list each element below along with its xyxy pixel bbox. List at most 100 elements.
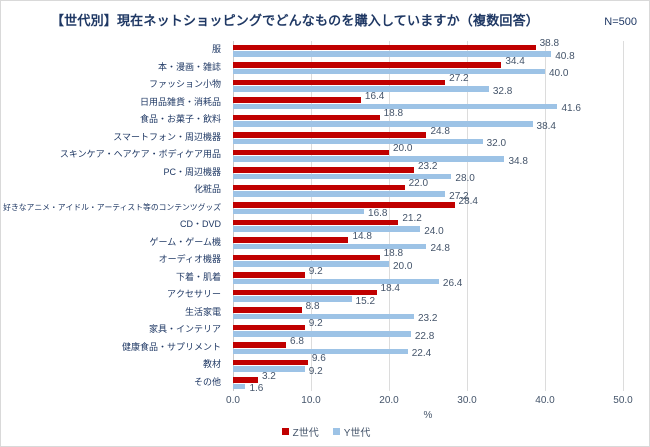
bar-Z世代 — [233, 289, 377, 295]
category-label: 食品・お菓子・飲料 — [139, 114, 221, 124]
bar-Z世代 — [233, 342, 287, 348]
category-label: 好きなアニメ・アイドル・アーティスト等のコンテンツグッズ — [3, 202, 221, 212]
bar-value-Z世代: 9.6 — [311, 353, 326, 364]
category-label: 生活家電 — [184, 306, 221, 317]
sample-size-label: N=500 — [604, 16, 637, 28]
bar-value-Y世代: 38.4 — [536, 120, 556, 132]
bar-Y世代 — [233, 68, 545, 74]
bar-value-Y世代: 15.2 — [355, 295, 376, 307]
bar-Y世代 — [233, 383, 246, 389]
legend-swatch-icon — [281, 428, 289, 435]
bar-Z世代 — [233, 237, 349, 243]
bar-value-Z世代: 18.8 — [383, 248, 404, 259]
bar-value-Y世代: 41.6 — [561, 103, 581, 114]
x-tick-label: 40.0 — [535, 395, 555, 406]
gridline — [389, 41, 390, 391]
bar-value-Y世代: 40.8 — [555, 50, 575, 62]
bar-value-Y世代: 24.8 — [430, 243, 450, 254]
x-tick-label: 20.0 — [379, 395, 399, 406]
bar-Z世代 — [233, 62, 502, 68]
bar-value-Z世代: 3.2 — [261, 370, 276, 382]
bar-value-Y世代: 32.0 — [486, 138, 507, 149]
bar-value-Z世代: 18.8 — [383, 108, 404, 119]
bar-Y世代 — [233, 121, 533, 127]
legend-swatch-icon — [332, 428, 340, 435]
bar-value-Y世代: 28.0 — [455, 173, 475, 184]
bar-value-Y世代: 23.2 — [417, 313, 438, 324]
x-tick-label: 30.0 — [457, 395, 477, 406]
bar-Y世代 — [233, 243, 427, 249]
bar-value-Y世代: 32.8 — [492, 85, 513, 97]
bar-value-Y世代: 20.0 — [393, 260, 413, 272]
plot-area: 38.8 40.8 34.4 40.0 27.2 32.8 16.4 41.6 18.8 38.4… — [233, 38, 624, 394]
category-label: 健康食品・サプリメント — [121, 341, 221, 352]
bar-value-Z世代: 6.8 — [290, 335, 304, 347]
category-label: CD・DVD — [179, 219, 221, 229]
x-axis-title: % — [423, 410, 433, 421]
category-label: PC・周辺機器 — [163, 166, 221, 177]
category-label: 下着・肌着 — [175, 271, 221, 282]
chart-title: 【世代別】現在ネットショッピングでどんなものを購入していますか（複数回答） — [50, 13, 539, 28]
bar-Y世代 — [233, 313, 414, 319]
category-label: 家具・インテリア — [148, 324, 221, 334]
bar-Z世代 — [233, 324, 305, 330]
bar-value-Y世代: 24.0 — [424, 225, 444, 237]
bar-value-Z世代: 38.8 — [539, 38, 560, 49]
category-axis: 服本・漫画・雑誌 ファッション小物 日用品雑貨・消耗品 食品・お菓子・飲料 スマートフォ… — [1, 41, 227, 391]
bar-value-Z世代: 21.2 — [402, 213, 422, 224]
legend: Z世代 Y世代 — [1, 424, 649, 439]
bar-value-Z世代: 28.4 — [458, 195, 478, 207]
bar-value-Z世代: 20.0 — [393, 143, 413, 154]
bar-value-Y世代: 22.4 — [411, 348, 432, 359]
gridline — [233, 41, 234, 391]
legend-label: Z世代 — [292, 428, 319, 439]
bar-value-Z世代: 18.4 — [380, 283, 400, 294]
bar-Z世代 — [233, 79, 446, 85]
bar-value-Z世代: 16.4 — [364, 90, 385, 102]
bar-Z世代 — [233, 359, 308, 365]
bar-value-Y世代: 40.0 — [549, 68, 569, 79]
category-label: スマートフォン・周辺機器 — [113, 131, 221, 142]
category-label: アクセサリー — [166, 289, 221, 299]
bar-value-Z世代: 34.4 — [505, 55, 525, 67]
bar-Y世代 — [233, 51, 552, 57]
bar-value-Z世代: 22.0 — [408, 178, 429, 189]
bar-value-Y世代: 34.8 — [508, 155, 528, 167]
bar-Z世代 — [233, 202, 455, 208]
bar-Z世代 — [233, 254, 380, 260]
bar-Y世代 — [233, 261, 389, 267]
bar-value-Z世代: 23.2 — [417, 160, 438, 172]
bar-Z世代 — [233, 184, 405, 190]
category-label: 服 — [211, 44, 221, 54]
bar-value-Y世代: 9.2 — [308, 365, 323, 377]
bar-Y世代 — [233, 156, 505, 162]
bar-value-Z世代: 8.8 — [305, 300, 320, 312]
bar-value-Y世代: 27.2 — [449, 190, 469, 202]
legend-label: Y世代 — [343, 428, 371, 439]
gridline — [545, 41, 546, 391]
bar-Z世代 — [233, 377, 258, 383]
bar-Z世代 — [233, 219, 399, 225]
bar-Z世代 — [233, 114, 380, 120]
bar-Y世代 — [233, 103, 558, 109]
category-label: 日用品雑貨・消耗品 — [139, 96, 221, 107]
category-label: スキンケア・ヘアケア・ボディケア用品 — [59, 149, 221, 159]
legend-item-Z世代: Z世代 — [281, 424, 319, 439]
x-tick-label: 10.0 — [301, 395, 321, 406]
bar-Y世代 — [233, 86, 489, 92]
gridline — [467, 41, 468, 391]
bar-value-Y世代: 22.8 — [414, 330, 435, 342]
category-label: ファッション小物 — [148, 79, 221, 89]
bar-Z世代 — [233, 97, 361, 103]
bar-value-Y世代: 1.6 — [249, 383, 264, 394]
bar-value-Z世代: 14.8 — [352, 230, 372, 242]
bar-value-Z世代: 9.2 — [308, 318, 323, 329]
bar-Y世代 — [233, 138, 483, 144]
bar-Y世代 — [233, 208, 365, 214]
x-axis: 0.0 10.0 20.0 30.0 40.0 50.0 — [226, 395, 633, 409]
bar-Z世代 — [233, 307, 302, 313]
bar-Z世代 — [233, 44, 536, 50]
category-label: その他 — [193, 376, 221, 387]
bar-Y世代 — [233, 278, 439, 284]
